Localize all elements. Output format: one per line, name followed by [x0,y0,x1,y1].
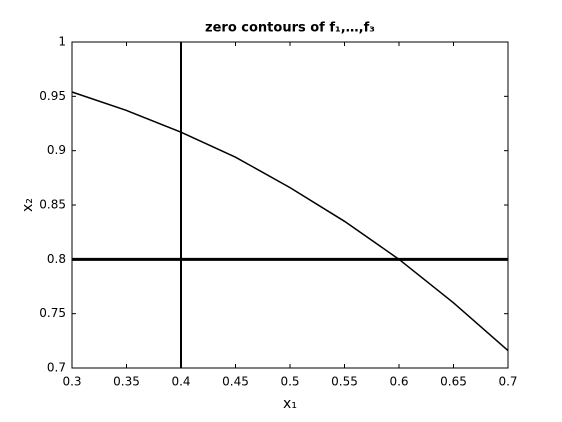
y-tick-label: 0.85 [39,198,66,212]
x-tick-label: 0.3 [62,375,81,389]
chart-title: zero contours of f₁,…,f₃ [205,21,375,36]
y-tick-label: 0.75 [39,306,66,320]
x-tick-label: 0.65 [440,375,467,389]
y-tick-label: 0.95 [39,89,66,103]
x-axis-label: x₁ [283,396,297,412]
x-tick-label: 0.7 [498,375,517,389]
plot-area [72,42,508,368]
y-tick-label: 0.7 [47,361,66,375]
x-tick-label: 0.4 [171,375,190,389]
axes-box [71,41,509,369]
y-axis-label: x₂ [20,198,36,212]
x-tick-label: 0.6 [389,375,408,389]
y-tick-label: 0.8 [47,252,66,266]
x-tick-label: 0.45 [222,375,249,389]
y-tick-label: 0.9 [47,143,66,157]
y-tick-label: 1 [58,35,66,49]
x-tick-label: 0.35 [113,375,140,389]
contour-line [71,91,509,352]
x-tick-label: 0.55 [331,375,358,389]
x-tick-label: 0.5 [280,375,299,389]
